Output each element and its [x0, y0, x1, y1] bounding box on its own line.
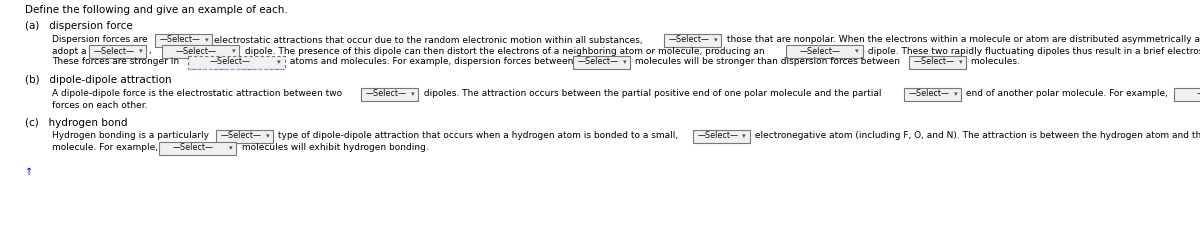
FancyBboxPatch shape: [1174, 88, 1200, 100]
Text: electronegative atom (including F, O, and N). The attraction is between the hydr: electronegative atom (including F, O, an…: [752, 132, 1200, 140]
Text: —Select—: —Select—: [908, 89, 949, 99]
FancyBboxPatch shape: [89, 44, 146, 58]
Text: adopt a: adopt a: [52, 47, 89, 55]
FancyBboxPatch shape: [786, 44, 863, 58]
Text: —Select—: —Select—: [577, 58, 619, 66]
Text: ,: ,: [149, 47, 157, 55]
Text: ▾: ▾: [623, 59, 626, 65]
FancyBboxPatch shape: [162, 44, 239, 58]
Text: molecules.: molecules.: [968, 58, 1020, 66]
Text: —Select—: —Select—: [175, 47, 216, 55]
FancyBboxPatch shape: [908, 55, 966, 69]
Text: —Select—: —Select—: [799, 47, 840, 55]
Text: —Select—: —Select—: [366, 89, 407, 99]
Text: ▾: ▾: [204, 37, 209, 43]
Text: dipole. The presence of this dipole can then distort the electrons of a neighbor: dipole. The presence of this dipole can …: [241, 47, 767, 55]
Text: —Select—: —Select—: [173, 143, 214, 153]
FancyBboxPatch shape: [574, 55, 630, 69]
Text: (c)   hydrogen bond: (c) hydrogen bond: [25, 118, 127, 128]
Text: ↑: ↑: [25, 167, 34, 177]
FancyBboxPatch shape: [692, 129, 750, 143]
FancyBboxPatch shape: [361, 88, 419, 100]
Text: A dipole-dipole force is the electrostatic attraction between two: A dipole-dipole force is the electrostat…: [52, 89, 346, 99]
FancyBboxPatch shape: [155, 33, 211, 47]
Text: ▾: ▾: [959, 59, 962, 65]
Text: ▾: ▾: [954, 91, 958, 97]
Text: molecule. For example,: molecule. For example,: [52, 143, 161, 153]
Text: ▾: ▾: [277, 59, 281, 65]
FancyBboxPatch shape: [665, 33, 721, 47]
Text: —Select—: —Select—: [160, 36, 200, 44]
Text: dipole. These two rapidly fluctuating dipoles thus result in a brief electrostat: dipole. These two rapidly fluctuating di…: [865, 47, 1200, 55]
Text: Define the following and give an example of each.: Define the following and give an example…: [25, 5, 288, 15]
Text: (b)   dipole-dipole attraction: (b) dipole-dipole attraction: [25, 75, 172, 85]
Text: ▾: ▾: [265, 133, 269, 139]
Text: Hydrogen bonding is a particularly: Hydrogen bonding is a particularly: [52, 132, 212, 140]
Text: (a)   dispersion force: (a) dispersion force: [25, 21, 133, 31]
Text: —Select—: —Select—: [94, 47, 134, 55]
Text: Dispersion forces are: Dispersion forces are: [52, 36, 150, 44]
Text: electrostatic attractions that occur due to the random electronic motion within : electrostatic attractions that occur due…: [215, 36, 646, 44]
FancyBboxPatch shape: [216, 129, 272, 143]
Text: ▾: ▾: [743, 133, 746, 139]
Text: —Select—: —Select—: [221, 132, 262, 140]
Text: molecules will be stronger than dispersion forces between: molecules will be stronger than dispersi…: [632, 58, 904, 66]
Text: ▾: ▾: [139, 48, 143, 54]
Text: —Select—: —Select—: [670, 36, 710, 44]
Text: —Select—: —Select—: [913, 58, 955, 66]
Text: ▾: ▾: [714, 37, 718, 43]
Text: type of dipole-dipole attraction that occurs when a hydrogen atom is bonded to a: type of dipole-dipole attraction that oc…: [275, 132, 682, 140]
Text: ▾: ▾: [856, 48, 859, 54]
Text: ▾: ▾: [232, 48, 235, 54]
Text: atoms and molecules. For example, dispersion forces between: atoms and molecules. For example, disper…: [287, 58, 576, 66]
Text: —Select—: —Select—: [1196, 89, 1200, 99]
FancyBboxPatch shape: [904, 88, 961, 100]
Text: dipoles. The attraction occurs between the partial positive end of one polar mol: dipoles. The attraction occurs between t…: [421, 89, 884, 99]
Text: forces on each other.: forces on each other.: [52, 100, 148, 110]
Text: —Select—: —Select—: [210, 58, 251, 66]
Text: ▾: ▾: [229, 145, 233, 151]
Text: ▾: ▾: [412, 91, 415, 97]
Text: those that are nonpolar. When the electrons within a molecule or atom are distri: those that are nonpolar. When the electr…: [724, 36, 1200, 44]
FancyBboxPatch shape: [187, 55, 284, 69]
Text: end of another polar molecule. For example,: end of another polar molecule. For examp…: [964, 89, 1171, 99]
Text: —Select—: —Select—: [697, 132, 738, 140]
FancyBboxPatch shape: [160, 142, 236, 154]
Text: These forces are stronger in: These forces are stronger in: [52, 58, 182, 66]
Text: molecules will exhibit hydrogen bonding.: molecules will exhibit hydrogen bonding.: [239, 143, 428, 153]
